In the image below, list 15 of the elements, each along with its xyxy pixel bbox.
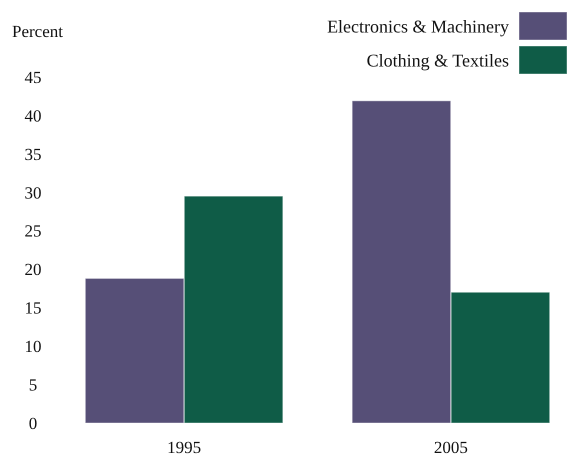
- y-tick-label: 0: [28, 414, 38, 433]
- y-tick-label: 25: [24, 222, 42, 241]
- legend-label: Electronics & Machinery: [327, 16, 509, 36]
- y-tick-label: 45: [24, 68, 42, 87]
- y-tick-label: 20: [24, 260, 42, 280]
- y-axis-title: Percent: [12, 22, 64, 41]
- x-tick-label: 2005: [434, 438, 468, 457]
- legend-label: Clothing & Textiles: [366, 50, 509, 70]
- y-tick-label: 5: [28, 376, 38, 395]
- y-tick-label: 15: [24, 298, 42, 318]
- y-tick-label: 35: [24, 144, 42, 164]
- y-tick-label: 40: [24, 106, 42, 126]
- x-tick-label: 1995: [167, 438, 202, 457]
- y-tick-label: 30: [24, 183, 42, 202]
- y-tick-label: 10: [24, 337, 42, 356]
